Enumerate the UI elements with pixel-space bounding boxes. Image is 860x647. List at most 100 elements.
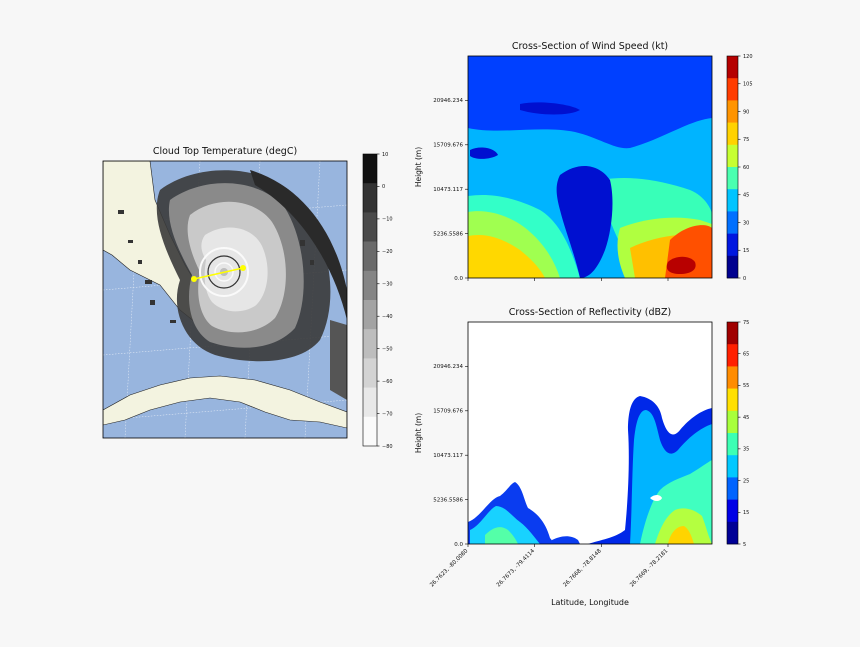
reflectivity-ytick-label: 0.0	[454, 542, 463, 548]
wind-colorbar-tick-label: 105	[743, 82, 753, 88]
wind-colorbar-tick-label: 60	[743, 165, 749, 171]
wind-colorbar-tick-label: 0	[743, 276, 746, 282]
reflectivity-colorbar-tick-label: 45	[743, 415, 749, 421]
cross-section-end-point	[240, 265, 246, 271]
map-colorbar-segment	[363, 241, 377, 272]
map-colorbar-segment	[363, 212, 377, 242]
reflectivity-colorbar-segment	[727, 322, 738, 345]
map-colorbar-segment	[363, 416, 377, 447]
cross-section-start-point	[191, 276, 197, 282]
wind-colorbar-tick-label: 30	[743, 220, 749, 226]
cross-section-line	[193, 267, 244, 280]
map-colorbar-segment	[363, 387, 377, 418]
wind-ylabel: Height (m)	[414, 147, 423, 187]
reflectivity-colorbar-segment	[727, 521, 738, 545]
refl-mid-cell	[552, 536, 580, 544]
wind-colorbar-tick-label: 120	[743, 54, 753, 60]
reflectivity-colorbar-tick-label: 65	[743, 352, 749, 358]
wind-colorbar-segment	[727, 78, 738, 101]
refl-hole	[650, 495, 662, 501]
refl-west-cell-35	[485, 527, 518, 544]
wind-speed-panel: Cross-Section of Wind Speed (kt) Height …	[414, 41, 753, 282]
map-colorbar-tick-label: 0	[382, 184, 385, 190]
map-colorbar: 10 0 −10 −20 −30 −40 −50 −60 −70 −80	[362, 152, 393, 450]
reflectivity-colorbar-segment	[727, 388, 738, 412]
reflectivity-xtick-label: 26.7623, -80.0080	[429, 548, 470, 589]
map-colorbar-segment	[363, 270, 377, 301]
eyewall-ring-mid	[207, 255, 241, 289]
reflectivity-colorbar-segment	[727, 433, 738, 456]
cloud-top-map-panel: Cloud Top Temperature (degC)	[102, 146, 393, 450]
map-colorbar-tick-label: −40	[382, 314, 393, 320]
map-frame	[102, 160, 348, 439]
reflectivity-colorbar-tick-label: 25	[743, 478, 749, 484]
wind-colorbar-segment	[727, 233, 738, 257]
reflectivity-colorbar-segment	[727, 410, 738, 434]
reflectivity-panel: Cross-Section of Reflectivity (dBZ) Heig…	[414, 307, 749, 607]
wind-colorbar-tick-label: 90	[743, 109, 749, 115]
map-colorbar-segment	[363, 358, 377, 388]
map-colorbar-tick-label: −60	[382, 379, 393, 385]
wind-colorbar-segment	[727, 144, 738, 168]
reflectivity-colorbar-segment	[727, 477, 738, 500]
reflectivity-xtick-label: 26.7668, -78.8148	[562, 548, 603, 589]
wind-colorbar-segment	[727, 167, 738, 190]
land-cuba	[103, 375, 347, 429]
wind-ytick-label: 10473.117	[433, 187, 463, 193]
reflectivity-ylabel: Height (m)	[414, 413, 423, 453]
reflectivity-xlabel: Latitude, Longitude	[551, 598, 629, 607]
reflectivity-colorbar-tick-label: 35	[743, 447, 749, 453]
wind-weak-column	[556, 165, 613, 278]
eyewall-ring-inner	[214, 262, 234, 282]
reflectivity-ytick-label: 20946.234	[433, 364, 463, 370]
wind-ytick-label: 0.0	[454, 276, 463, 282]
map-colorbar-segment	[363, 300, 377, 330]
reflectivity-title: Cross-Section of Reflectivity (dBZ)	[509, 307, 672, 318]
rain-band-east	[330, 320, 347, 400]
wind-fill-max-core	[666, 256, 696, 274]
scattered-cells	[118, 210, 314, 323]
wind-colorbar-tick-label: 45	[743, 193, 749, 199]
reflectivity-colorbar-segment	[727, 344, 738, 367]
reflectivity-colorbar-tick-label: 75	[743, 320, 749, 326]
map-colorbar-tick-label: −30	[382, 282, 393, 288]
reflectivity-colorbar-frame	[726, 321, 739, 545]
map-colorbar-segment	[363, 154, 377, 184]
reflectivity-colorbar-segment	[727, 366, 738, 389]
map-colorbar-tick-label: −80	[382, 444, 393, 450]
eyewall-ring-outer	[199, 247, 249, 297]
reflectivity-yticks: 0.0 5236.5586 10473.117 15709.676 20946.234	[433, 364, 468, 548]
wind-weak-pocket	[470, 147, 498, 159]
wind-frame	[467, 55, 713, 279]
reflectivity-xtick-label: 26.7669, -78.2181	[629, 548, 669, 588]
wind-colorbar: 120 105 90 75 60 45 30 15 0	[726, 54, 753, 282]
wind-ytick-label: 15709.676	[433, 143, 463, 149]
reflectivity-xtick-label: 26.7673, -79.4114	[496, 548, 537, 589]
wind-colorbar-segment	[727, 255, 738, 279]
rain-band-arc	[250, 170, 347, 320]
reflectivity-colorbar-segment	[727, 499, 738, 523]
reflectivity-ytick-label: 15709.676	[433, 409, 463, 415]
wind-colorbar-segment	[727, 189, 738, 212]
refl-east-cell-55	[668, 526, 694, 544]
wind-yticks: 0.0 5236.5586 10473.117 15709.676 20946.234	[433, 98, 468, 282]
wind-ytick-label: 20946.234	[433, 98, 463, 104]
map-title: Cloud Top Temperature (degC)	[153, 146, 297, 157]
reflectivity-colorbar-tick-label: 5	[743, 542, 746, 548]
wind-colorbar-segment	[727, 56, 738, 79]
reflectivity-frame	[467, 321, 713, 545]
wind-colorbar-segment	[727, 122, 738, 146]
wind-weak-layer	[520, 102, 580, 115]
map-colorbar-segment	[363, 183, 377, 213]
map-colorbar-tick-label: −10	[382, 217, 393, 223]
wind-fill-75-90	[468, 234, 545, 278]
reflectivity-colorbar-tick-label: 55	[743, 383, 749, 389]
wind-ytick-label: 5236.5586	[433, 231, 463, 237]
map-colorbar-tick-label: −70	[382, 411, 393, 417]
map-colorbar-tick-label: −50	[382, 346, 393, 352]
wind-colorbar-segment	[727, 211, 738, 234]
wind-xticks	[467, 278, 669, 281]
map-colorbar-tick-label: −20	[382, 249, 393, 255]
wind-colorbar-tick-label: 15	[743, 248, 749, 254]
